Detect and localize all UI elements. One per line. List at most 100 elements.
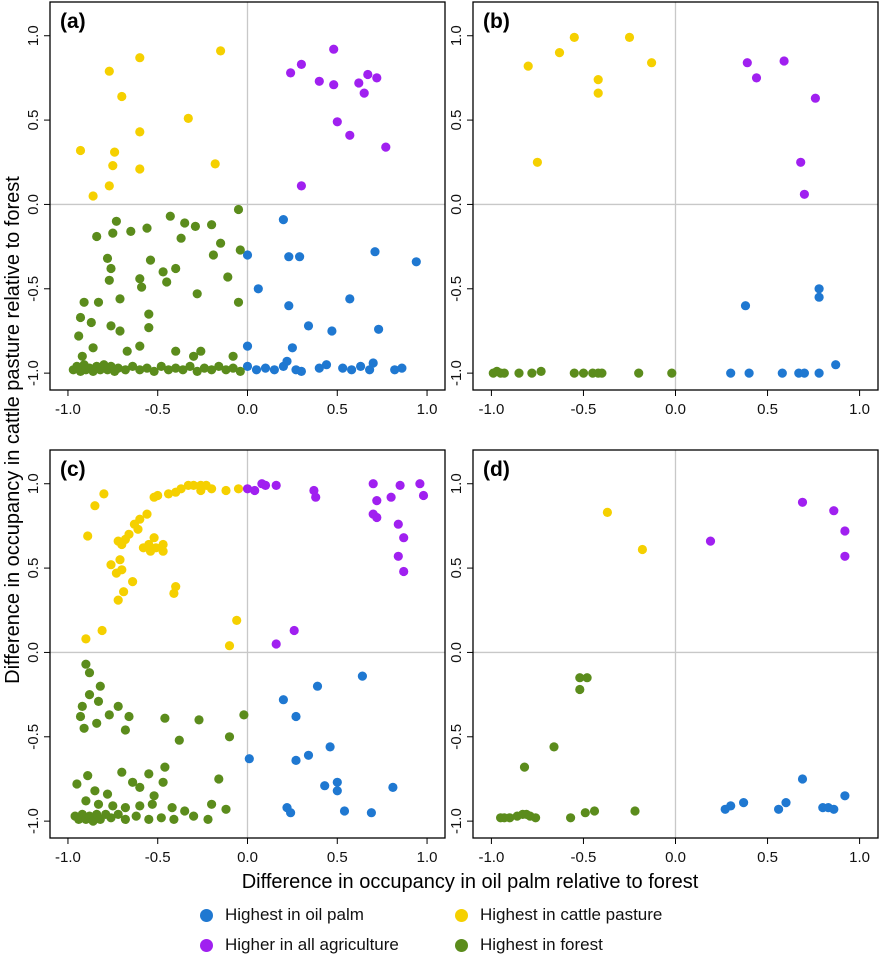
point-oil-palm [840, 791, 850, 801]
y-tick-label: 1.0 [448, 473, 465, 494]
point-cattle-pasture [90, 501, 100, 511]
point-all-agriculture [742, 58, 752, 68]
point-oil-palm [303, 321, 314, 331]
point-forest [120, 365, 130, 375]
point-forest [156, 813, 166, 823]
point-forest [128, 777, 138, 787]
point-oil-palm [338, 363, 348, 373]
point-forest [81, 796, 91, 806]
point-cattle-pasture [104, 181, 114, 191]
point-oil-palm [726, 368, 736, 378]
point-oil-palm [365, 365, 375, 375]
point-cattle-pasture [637, 544, 648, 555]
point-forest [108, 228, 118, 238]
point-all-agriculture [810, 93, 821, 103]
point-cattle-pasture [149, 492, 159, 502]
point-oil-palm [356, 361, 366, 371]
point-oil-palm [325, 742, 335, 752]
point-forest [505, 813, 515, 823]
point-all-agriculture [395, 480, 405, 490]
point-cattle-pasture [117, 91, 127, 102]
y-tick-label: 0.5 [448, 110, 465, 131]
panel-4: -1.0 -1.0 -0.5 -0.5 0.0 0.0 0.5 0.5 1.0 1.0 (d) [448, 449, 879, 866]
point-forest [499, 368, 509, 378]
point-all-agriculture [418, 490, 429, 501]
point-oil-palm [339, 806, 350, 816]
point-forest [149, 366, 159, 376]
point-forest [192, 289, 202, 299]
point-all-agriculture [751, 73, 762, 83]
y-axis-title: Difference in occupancy in cattle pastur… [2, 176, 24, 684]
point-all-agriculture [296, 59, 306, 69]
point-forest [194, 715, 204, 725]
point-oil-palm [282, 356, 292, 366]
point-oil-palm [291, 755, 301, 766]
x-tick-label: 0.5 [327, 849, 348, 866]
point-forest [135, 341, 145, 351]
point-cattle-pasture [221, 485, 231, 496]
point-all-agriculture [372, 73, 382, 83]
point-forest [75, 711, 86, 722]
point-cattle-pasture [115, 555, 125, 565]
point-forest [189, 351, 199, 361]
point-forest [169, 814, 179, 825]
y-tick-label: -1.0 [25, 808, 42, 834]
point-forest [79, 723, 89, 733]
point-oil-palm [242, 250, 253, 260]
point-cattle-pasture [163, 489, 174, 499]
point-all-agriculture [399, 566, 409, 577]
point-forest [135, 274, 145, 284]
point-forest [578, 368, 589, 378]
point-all-agriculture [796, 157, 806, 167]
point-cattle-pasture [593, 75, 603, 85]
point-forest [160, 762, 170, 772]
x-tick-label: 0.0 [665, 849, 686, 866]
point-forest [75, 312, 86, 323]
point-forest [113, 701, 123, 712]
legend-label-oil-palm: Highest in oil palm [225, 905, 364, 924]
point-cattle-pasture [113, 595, 123, 605]
scatter-figure: -1.0-1.0-0.5-0.50.00.00.50.51.01.0(a)-1.… [2, 1, 879, 893]
point-oil-palm [799, 368, 810, 378]
x-tick-label: 1.0 [849, 401, 870, 418]
point-cattle-pasture [158, 546, 168, 556]
point-oil-palm [296, 366, 306, 376]
point-forest [569, 368, 579, 378]
point-all-agriculture [260, 480, 271, 490]
point-forest [144, 769, 154, 779]
point-all-agriculture [314, 76, 324, 86]
y-tick-label: -0.5 [25, 724, 42, 750]
point-forest [160, 713, 170, 723]
point-forest [102, 789, 113, 799]
point-oil-palm [332, 786, 342, 796]
point-forest [167, 803, 177, 813]
point-cattle-pasture [233, 484, 244, 494]
point-oil-palm [411, 257, 421, 267]
point-all-agriculture [368, 479, 378, 489]
point-forest [122, 346, 132, 356]
point-cattle-pasture [128, 577, 138, 587]
point-forest [120, 725, 130, 735]
point-forest [171, 263, 181, 274]
point-all-agriculture [840, 551, 850, 561]
y-tick-label: -1.0 [25, 360, 42, 386]
point-all-agriculture [359, 88, 369, 98]
legend-item-all-agriculture: Higher in all agriculture [200, 935, 399, 955]
legend-item-oil-palm: Highest in oil palm [200, 905, 364, 925]
point-oil-palm [312, 681, 323, 691]
point-oil-palm [327, 326, 337, 336]
point-oil-palm [366, 808, 376, 818]
point-forest [104, 710, 114, 720]
panel-1: -1.0 -1.0 -0.5 -0.5 0.0 0.0 0.5 0.5 1.0 1.0 (a) [25, 1, 446, 418]
point-all-agriculture [779, 56, 789, 66]
point-oil-palm [814, 368, 824, 378]
point-oil-palm [739, 798, 749, 808]
point-cattle-pasture [196, 485, 206, 496]
point-forest [196, 346, 206, 356]
x-tick-label: -1.0 [478, 849, 504, 866]
y-tick-label: 0.5 [448, 558, 465, 579]
point-cattle-pasture [183, 113, 193, 123]
point-forest [106, 263, 116, 274]
point-forest [536, 366, 546, 376]
x-tick-label: 0.0 [237, 401, 258, 418]
